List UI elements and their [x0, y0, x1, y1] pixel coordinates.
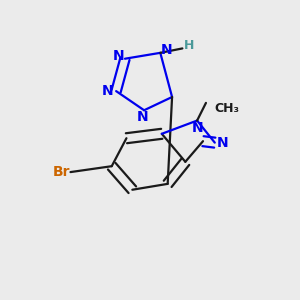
Text: N: N — [102, 84, 114, 98]
Text: Br: Br — [52, 165, 70, 179]
Text: N: N — [216, 136, 228, 150]
Text: H: H — [184, 39, 194, 52]
Text: N: N — [161, 43, 172, 57]
Text: N: N — [113, 49, 124, 63]
Text: N: N — [191, 121, 203, 135]
Text: N: N — [137, 110, 148, 124]
Text: CH₃: CH₃ — [215, 102, 240, 115]
